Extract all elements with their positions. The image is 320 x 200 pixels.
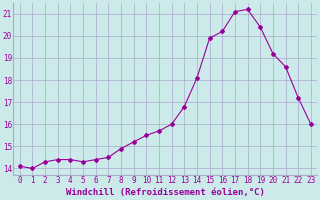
X-axis label: Windchill (Refroidissement éolien,°C): Windchill (Refroidissement éolien,°C): [66, 188, 265, 197]
